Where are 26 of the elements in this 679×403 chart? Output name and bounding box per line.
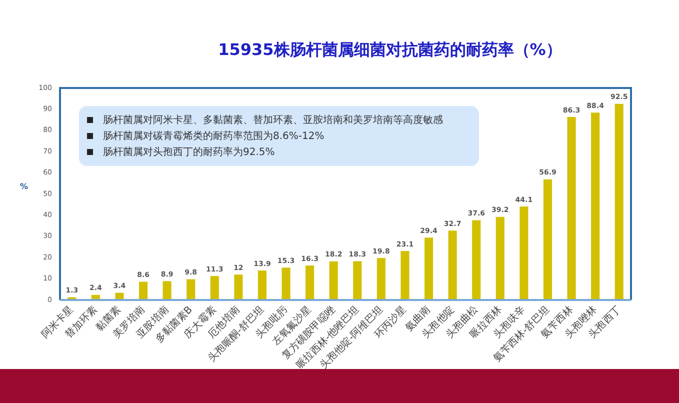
bar: [520, 206, 528, 300]
bar: [376, 258, 386, 300]
bar: [329, 261, 338, 300]
bar: [162, 281, 172, 300]
bar: [472, 220, 481, 300]
annotation: 肠杆菌属对阿米卡星、多黏菌素、替加环素、亚胺培南和美罗培南等高度敏感: [103, 114, 443, 127]
bar: [614, 104, 624, 300]
annotation: 肠杆菌属对碳青霉烯类的耐药率范围为8.6%-12%: [103, 130, 324, 143]
chart-title: 15935株肠杆菌属细菌对抗菌药的耐药率（%）: [217, 40, 563, 61]
bar: [591, 112, 600, 300]
bar: [543, 179, 552, 300]
bar: [258, 270, 267, 300]
bar: [353, 261, 362, 300]
bar: [234, 274, 243, 300]
y-axis-title: %: [20, 182, 28, 192]
bar: [496, 216, 504, 300]
bar: [186, 279, 196, 300]
bar: [306, 265, 314, 300]
annotation: 肠杆菌属对头孢西丁的耐药率为92.5%: [103, 146, 275, 159]
bar: [424, 238, 434, 300]
bar: [138, 282, 148, 300]
bar: [282, 268, 290, 300]
bar: [448, 230, 457, 300]
bar: [210, 276, 219, 300]
bar: [567, 117, 576, 300]
bar: [400, 251, 410, 300]
